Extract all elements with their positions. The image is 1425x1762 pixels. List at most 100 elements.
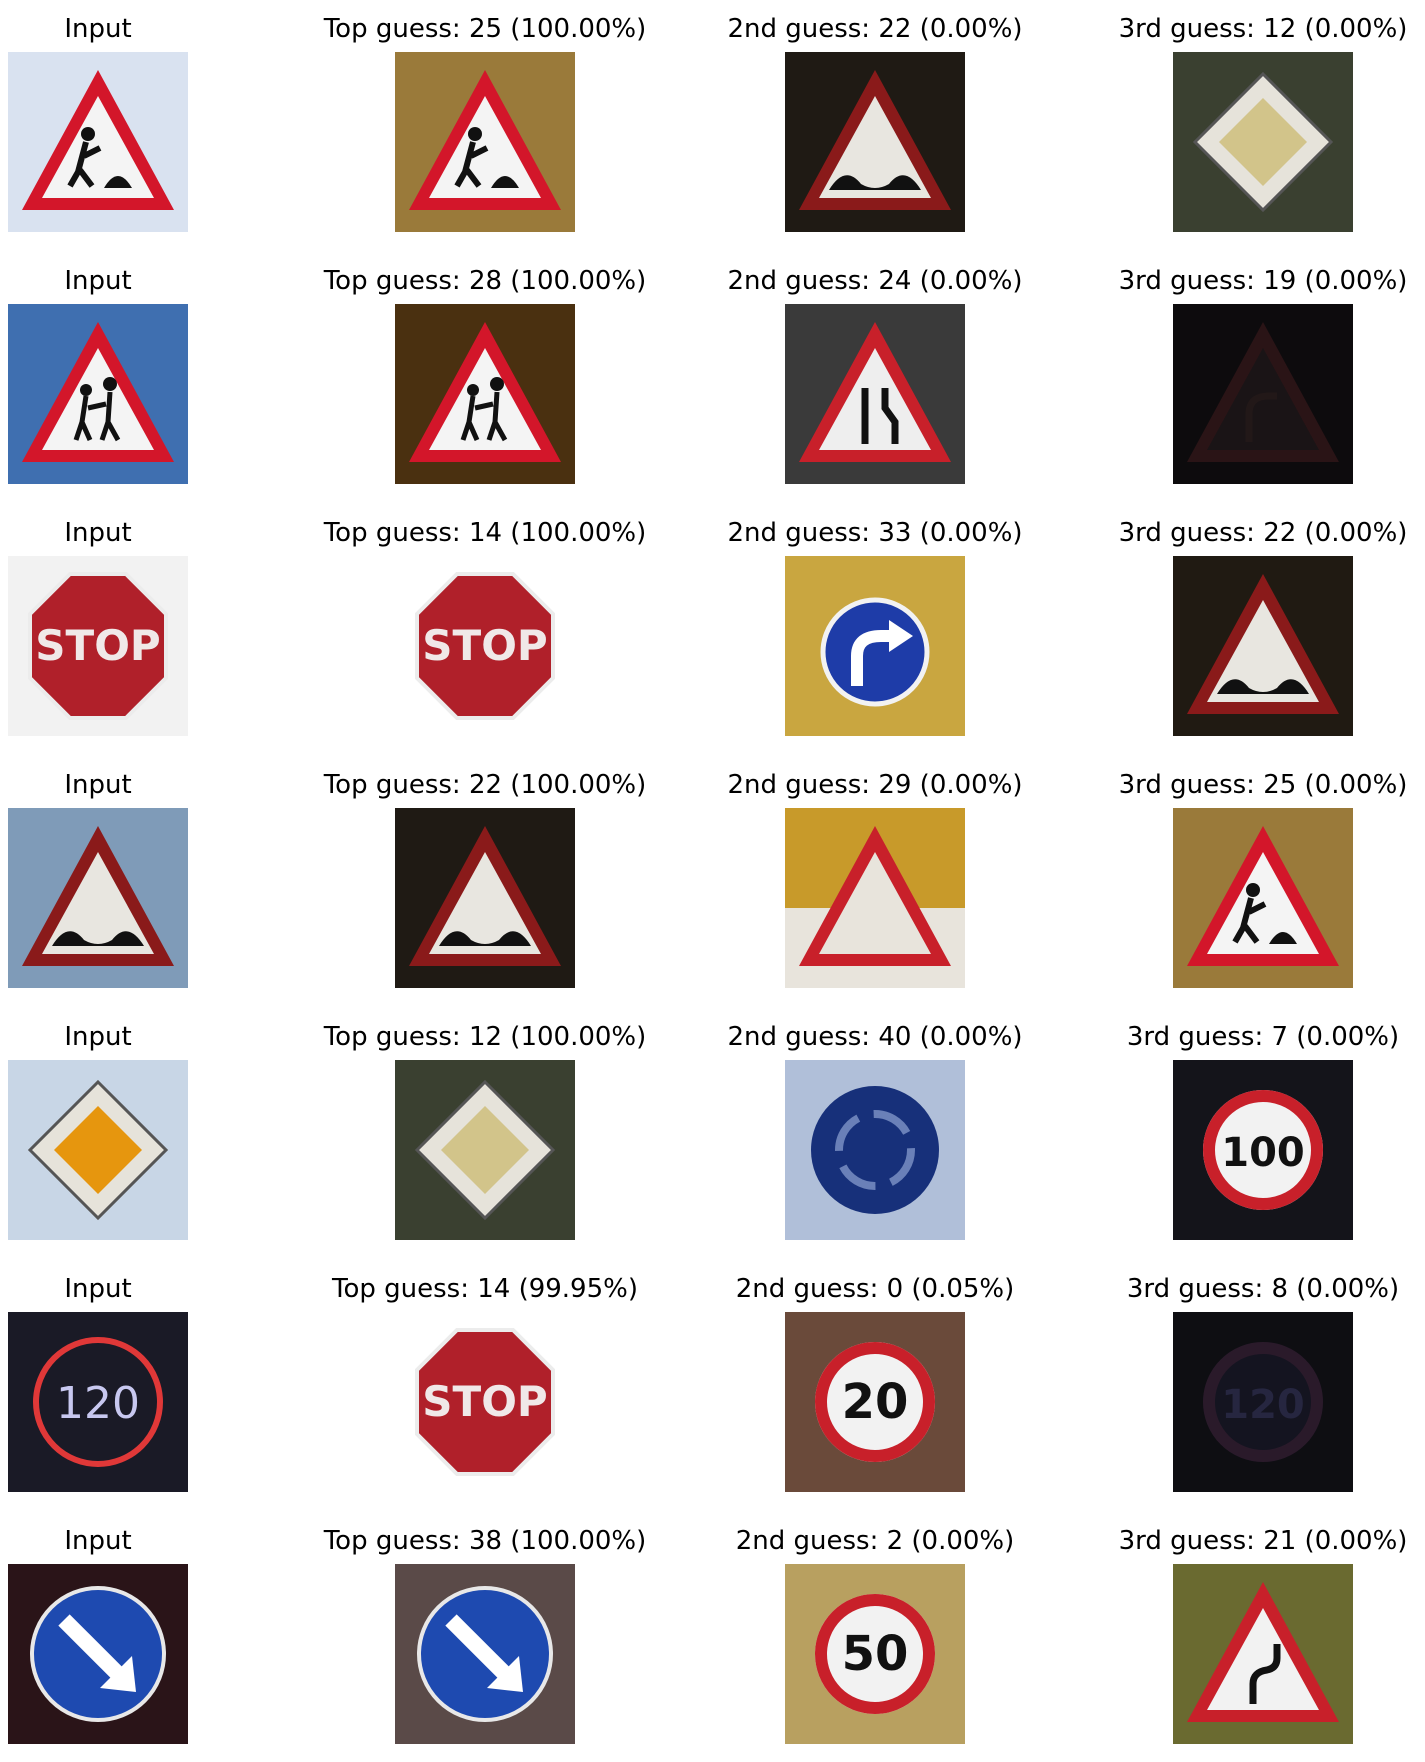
sign-thumbnail: 120 bbox=[1173, 1312, 1353, 1492]
sign-thumbnail bbox=[8, 304, 188, 484]
speed-limit-sign-icon bbox=[1203, 1090, 1323, 1210]
speed-limit-text: 20 bbox=[842, 1374, 909, 1430]
guess-label: 2nd guess: 24 (0.00%) bbox=[727, 266, 1023, 296]
input-label: Input bbox=[64, 518, 132, 548]
guess-label: 3rd guess: 19 (0.00%) bbox=[1118, 266, 1408, 296]
guess-label: 3rd guess: 25 (0.00%) bbox=[1118, 770, 1408, 800]
guess-label: Top guess: 14 (100.00%) bbox=[323, 518, 647, 548]
guess-cell: Top guess: 22 (100.00%) bbox=[320, 756, 650, 1006]
stop-sign-text: STOP bbox=[35, 621, 160, 670]
guess-label: 3rd guess: 8 (0.00%) bbox=[1126, 1274, 1400, 1304]
stop-sign-text: STOP bbox=[422, 621, 547, 670]
guess-cell: 3rd guess: 19 (0.00%) bbox=[1098, 252, 1425, 502]
sign-thumbnail bbox=[395, 1060, 575, 1240]
guess-cell: 2nd guess: 0 (0.05%) 20 bbox=[710, 1260, 1040, 1510]
input-label: Input bbox=[64, 1526, 132, 1556]
guess-label: 2nd guess: 22 (0.00%) bbox=[727, 14, 1023, 44]
input-cell: Input 120 bbox=[0, 1260, 263, 1510]
sign-thumbnail bbox=[8, 52, 188, 232]
input-label: Input bbox=[64, 14, 132, 44]
sign-thumbnail bbox=[785, 304, 965, 484]
guess-label: 3rd guess: 7 (0.00%) bbox=[1126, 1022, 1400, 1052]
guess-cell: 3rd guess: 7 (0.00%) 100 bbox=[1098, 1008, 1425, 1258]
sign-thumbnail: STOP bbox=[395, 1312, 575, 1492]
input-cell: Input bbox=[0, 252, 263, 502]
sign-thumbnail bbox=[8, 1564, 188, 1744]
sign-thumbnail bbox=[1173, 304, 1353, 484]
guess-label: Top guess: 28 (100.00%) bbox=[323, 266, 647, 296]
guess-label: 2nd guess: 40 (0.00%) bbox=[727, 1022, 1023, 1052]
guess-label: 3rd guess: 21 (0.00%) bbox=[1118, 1526, 1408, 1556]
input-cell: Input bbox=[0, 1008, 263, 1258]
sign-thumbnail bbox=[1173, 52, 1353, 232]
led-speed-sign-icon bbox=[33, 1337, 163, 1467]
guess-cell: Top guess: 14 (99.95%) STOP bbox=[320, 1260, 650, 1510]
guess-cell: 2nd guess: 24 (0.00%) bbox=[710, 252, 1040, 502]
speed-limit-text: 100 bbox=[1221, 1130, 1305, 1176]
stop-sign-icon bbox=[415, 1328, 555, 1476]
guess-label: Top guess: 22 (100.00%) bbox=[323, 770, 647, 800]
stop-sign-text: STOP bbox=[422, 1377, 547, 1426]
guess-label: 3rd guess: 12 (0.00%) bbox=[1118, 14, 1408, 44]
sign-thumbnail bbox=[395, 52, 575, 232]
guess-label: 3rd guess: 22 (0.00%) bbox=[1118, 518, 1408, 548]
guess-cell: 3rd guess: 25 (0.00%) bbox=[1098, 756, 1425, 1006]
sign-thumbnail bbox=[8, 808, 188, 988]
speed-limit-sign-icon bbox=[815, 1342, 935, 1462]
sign-thumbnail: 20 bbox=[785, 1312, 965, 1492]
guess-label: 2nd guess: 29 (0.00%) bbox=[727, 770, 1023, 800]
guess-cell: Top guess: 28 (100.00%) bbox=[320, 252, 650, 502]
input-cell: Input bbox=[0, 1512, 263, 1762]
guess-cell: 3rd guess: 8 (0.00%) 120 bbox=[1098, 1260, 1425, 1510]
input-label: Input bbox=[64, 1022, 132, 1052]
sign-thumbnail: STOP bbox=[8, 556, 188, 736]
guess-cell: 2nd guess: 33 (0.00%) bbox=[710, 504, 1040, 754]
guess-cell: Top guess: 25 (100.00%) bbox=[320, 0, 650, 250]
guess-label: Top guess: 25 (100.00%) bbox=[323, 14, 647, 44]
speed-limit-text: 120 bbox=[56, 1378, 140, 1429]
stop-sign-icon bbox=[415, 572, 555, 720]
guess-cell: 3rd guess: 22 (0.00%) bbox=[1098, 504, 1425, 754]
sign-thumbnail bbox=[1173, 1564, 1353, 1744]
guess-label: Top guess: 38 (100.00%) bbox=[323, 1526, 647, 1556]
sign-thumbnail bbox=[785, 1060, 965, 1240]
guess-label: 2nd guess: 0 (0.05%) bbox=[735, 1274, 1015, 1304]
guess-cell: 3rd guess: 12 (0.00%) bbox=[1098, 0, 1425, 250]
guess-cell: 2nd guess: 40 (0.00%) bbox=[710, 1008, 1040, 1258]
guess-label: Top guess: 12 (100.00%) bbox=[323, 1022, 647, 1052]
guess-label: Top guess: 14 (99.95%) bbox=[331, 1274, 638, 1304]
sign-thumbnail bbox=[785, 52, 965, 232]
input-cell: Input bbox=[0, 756, 263, 1006]
guess-cell: 2nd guess: 29 (0.00%) bbox=[710, 756, 1040, 1006]
guess-cell: Top guess: 14 (100.00%) STOP bbox=[320, 504, 650, 754]
sign-thumbnail bbox=[8, 1060, 188, 1240]
sign-thumbnail bbox=[785, 556, 965, 736]
sign-thumbnail: 50 bbox=[785, 1564, 965, 1744]
guess-cell: 2nd guess: 22 (0.00%) bbox=[710, 0, 1040, 250]
sign-thumbnail bbox=[395, 304, 575, 484]
sign-thumbnail bbox=[1173, 556, 1353, 736]
guess-cell: Top guess: 38 (100.00%) bbox=[320, 1512, 650, 1762]
speed-limit-text: 50 bbox=[842, 1626, 909, 1682]
input-label: Input bbox=[64, 266, 132, 296]
input-cell: Input bbox=[0, 0, 263, 250]
guess-cell: Top guess: 12 (100.00%) bbox=[320, 1008, 650, 1258]
stop-sign-icon bbox=[28, 572, 168, 720]
guess-label: 2nd guess: 2 (0.00%) bbox=[735, 1526, 1015, 1556]
turn-right-sign-icon bbox=[820, 597, 930, 707]
roundabout-sign-icon bbox=[811, 1086, 939, 1214]
guess-label: 2nd guess: 33 (0.00%) bbox=[727, 518, 1023, 548]
speed-limit-sign-icon bbox=[815, 1594, 935, 1714]
speed-limit-text: 120 bbox=[1221, 1382, 1305, 1428]
speed-limit-sign-icon bbox=[1203, 1342, 1323, 1462]
input-cell: Input STOP bbox=[0, 504, 263, 754]
sign-thumbnail bbox=[785, 808, 965, 988]
sign-thumbnail: STOP bbox=[395, 556, 575, 736]
input-label: Input bbox=[64, 770, 132, 800]
sign-thumbnail: 100 bbox=[1173, 1060, 1353, 1240]
sign-thumbnail bbox=[1173, 808, 1353, 988]
sign-thumbnail bbox=[395, 808, 575, 988]
guess-cell: 3rd guess: 21 (0.00%) bbox=[1098, 1512, 1425, 1762]
guess-cell: 2nd guess: 2 (0.00%) 50 bbox=[710, 1512, 1040, 1762]
